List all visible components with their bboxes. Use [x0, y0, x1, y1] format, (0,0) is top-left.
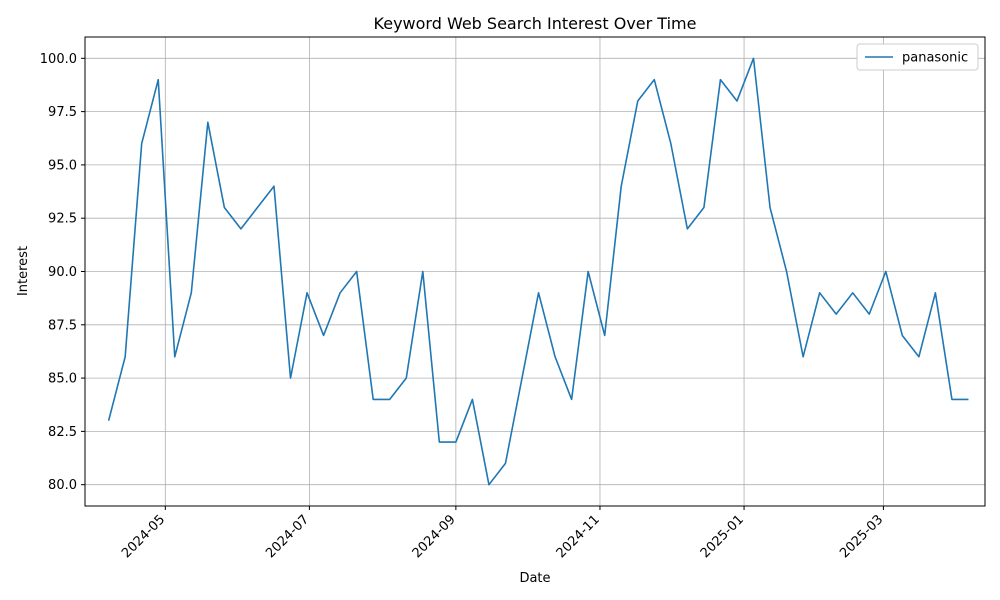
y-tick-label: 97.5 — [48, 105, 77, 120]
y-axis: 80.0 82.5 85.0 87.5 90.0 92.5 95.0 97.5 100.0 — [40, 52, 85, 493]
grid — [85, 37, 985, 506]
series-line-panasonic — [107, 57, 969, 486]
legend-label: panasonic — [902, 51, 968, 66]
y-tick-label: 90.0 — [48, 265, 77, 280]
y-tick-label: 87.5 — [48, 318, 77, 333]
y-tick-label: 92.5 — [48, 212, 77, 227]
y-tick-label: 95.0 — [48, 158, 77, 173]
y-tick-label: 82.5 — [48, 425, 77, 440]
legend-box — [856, 43, 979, 71]
chart-title: Keyword Web Search Interest Over Time — [374, 14, 697, 33]
legend: panasonic — [856, 43, 979, 71]
y-tick-label: 85.0 — [48, 372, 77, 387]
series-layer — [107, 57, 969, 486]
y-tick-label: 100.0 — [40, 52, 77, 67]
y-axis-label: Interest — [16, 246, 31, 296]
y-tick-label: 80.0 — [48, 478, 77, 493]
x-axis-label: Date — [519, 571, 550, 586]
